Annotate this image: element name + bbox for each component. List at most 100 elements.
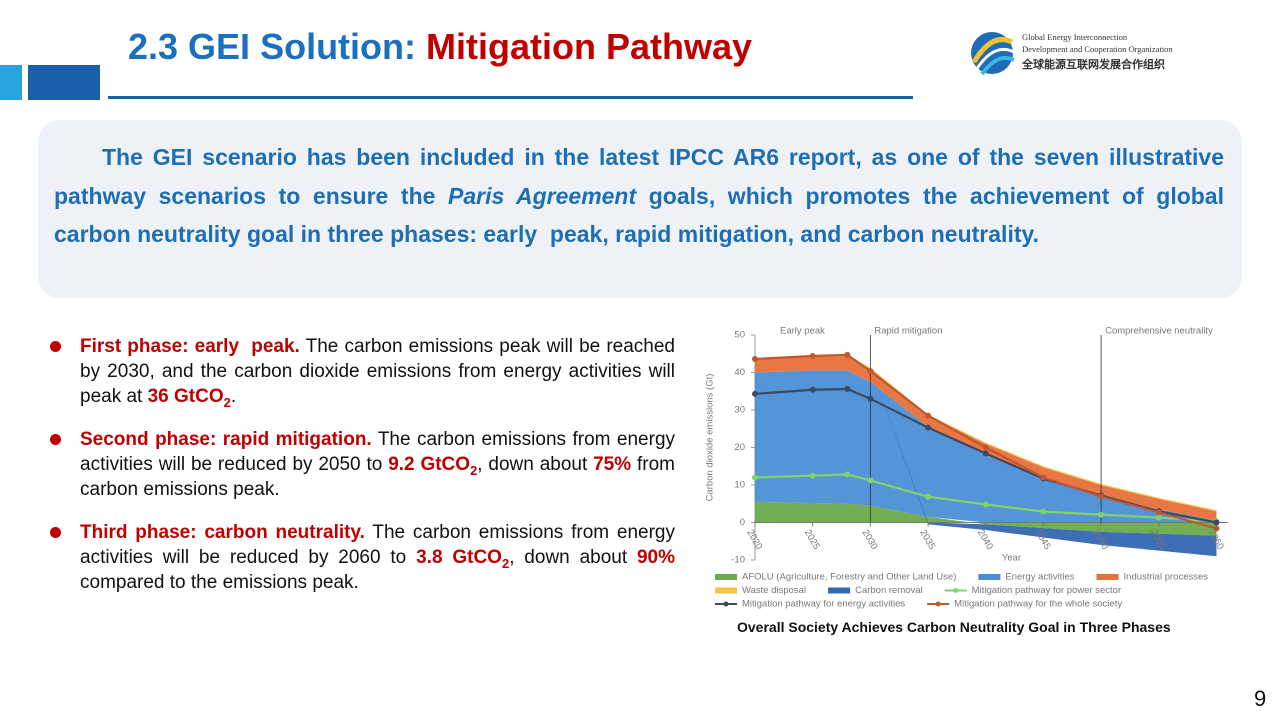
bullet-text: The carbon emissions from energy activit… — [80, 522, 681, 568]
logo-text: Global Energy Interconnection — [1022, 32, 1128, 42]
marker — [809, 472, 816, 479]
marker — [1040, 508, 1047, 515]
bullet-lead: Second phase: rapid mitigation. — [80, 429, 372, 450]
bullet-dot — [50, 341, 61, 352]
title-part: Mitigation Pathway — [426, 26, 753, 67]
bullet-text: compared to the emissions peak. — [80, 547, 681, 593]
y-tick-label: 0 — [740, 517, 745, 528]
legend-item: Mitigation pathway for the whole society — [927, 599, 1122, 610]
highlight: 36 GtCO — [147, 386, 224, 407]
legend-label: Waste disposal — [742, 585, 806, 596]
logo-stripe — [980, 55, 1015, 76]
legend-swatch — [723, 601, 729, 607]
y-tick-label: 10 — [734, 480, 745, 491]
bullet-lead: First phase: early peak. — [80, 336, 300, 357]
subscript: 2 — [223, 394, 231, 410]
marker — [809, 386, 816, 393]
x-tick-label: 2030 — [860, 528, 880, 552]
marker — [809, 353, 816, 359]
logo-stripe — [971, 37, 1014, 64]
logo-text: 全球能源互联网发展合作组织 — [1021, 57, 1165, 71]
bullet-text: . — [230, 386, 237, 407]
logo-text: Development and Cooperation Organization — [1022, 44, 1173, 54]
marker — [844, 386, 851, 392]
y-tick-label: 20 — [734, 442, 745, 453]
intro-run: Paris Agreement — [448, 182, 637, 209]
legend-swatch — [953, 588, 959, 593]
marker — [1155, 509, 1162, 516]
marker — [1040, 474, 1047, 481]
bullet-text: The carbon emissions from energy activit… — [80, 429, 681, 475]
intro-box: The GEI scenario has been included in th… — [38, 120, 1242, 298]
bullet-text: , down about — [477, 454, 594, 475]
legend-label: Mitigation pathway for power sector — [972, 585, 1121, 596]
legend-swatch — [828, 587, 851, 594]
intro-text: The GEI scenario has been included in th… — [54, 138, 1224, 254]
highlight: 3.8 GtCO — [416, 547, 502, 568]
bullet-text: , down about — [509, 547, 637, 568]
marker — [1098, 493, 1105, 500]
marker — [867, 395, 874, 402]
x-tick-label: 2040 — [975, 528, 995, 552]
legend-label: Carbon removal — [855, 585, 923, 596]
subscript: 2 — [470, 462, 478, 478]
accent-bar — [28, 65, 100, 100]
intro-run: The GEI scenario has been included in th… — [54, 144, 1231, 209]
page-number: 9 — [1254, 686, 1267, 711]
legend-label: Industrial processes — [1124, 572, 1209, 583]
area — [755, 356, 1217, 521]
legend-label: Mitigation pathway for the whole society — [954, 599, 1122, 610]
marker — [1098, 511, 1105, 518]
legend-item: Waste disposal — [715, 585, 806, 596]
bullet-text: The carbon emissions peak will be reache… — [80, 336, 681, 407]
highlight: 9.2 GtCO — [388, 454, 471, 475]
legend-label: AFOLU (Agriculture, Forestry and Other L… — [742, 572, 956, 583]
subscript: 2 — [501, 555, 510, 571]
highlight: 90% — [636, 547, 675, 568]
marker — [925, 412, 932, 419]
marker — [925, 493, 932, 500]
legend-swatch — [715, 574, 737, 580]
legend-label: Mitigation pathway for energy activities — [742, 599, 905, 610]
marker — [1155, 514, 1162, 521]
chart-caption: Overall Society Achieves Carbon Neutrali… — [737, 619, 1171, 635]
marker — [867, 368, 874, 374]
marker — [844, 351, 851, 358]
marker — [867, 477, 874, 484]
x-tick-label: 2025 — [802, 528, 822, 552]
legend-item: Mitigation pathway for power sector — [944, 585, 1121, 596]
legend-swatch — [978, 574, 1001, 580]
y-tick-label: -10 — [731, 555, 745, 566]
line — [754, 353, 1217, 530]
marker — [982, 444, 989, 451]
title-rule — [108, 96, 913, 99]
bullet-dot — [50, 527, 61, 538]
marker — [925, 424, 932, 431]
x-tick-label: 2035 — [917, 528, 937, 552]
marker — [982, 450, 989, 457]
phase-label: Rapid mitigation — [874, 326, 942, 337]
bullet-lead: Third phase: carbon neutrality. — [80, 522, 365, 543]
intro-run: goals, which promotes the achievement of… — [54, 182, 1231, 248]
y-axis-label: Carbon dioxide emissions (Gt) — [705, 374, 716, 502]
title: 2.3 GEI Solution: Mitigation Pathway — [128, 26, 752, 68]
marker — [752, 356, 758, 362]
marker — [752, 474, 758, 481]
legend-swatch — [1096, 574, 1119, 580]
legend-item: Energy activities — [978, 572, 1075, 583]
marker — [752, 390, 758, 397]
bullet: Second phase: rapid mitigation. The carb… — [50, 427, 675, 502]
marker — [1213, 519, 1220, 526]
bullet-dot — [50, 434, 61, 445]
legend-swatch — [935, 601, 941, 607]
marker — [982, 501, 989, 508]
logo: Global Energy Interconnection Developmen… — [971, 32, 1173, 76]
bullet-text: from carbon emissions peak. — [80, 454, 681, 500]
marker — [1213, 525, 1220, 532]
bullet: First phase: early peak. The carbon emis… — [50, 334, 675, 409]
legend-item: AFOLU (Agriculture, Forestry and Other L… — [715, 572, 956, 583]
x-axis-label: Year — [1002, 553, 1021, 564]
y-tick-label: 40 — [734, 367, 745, 378]
